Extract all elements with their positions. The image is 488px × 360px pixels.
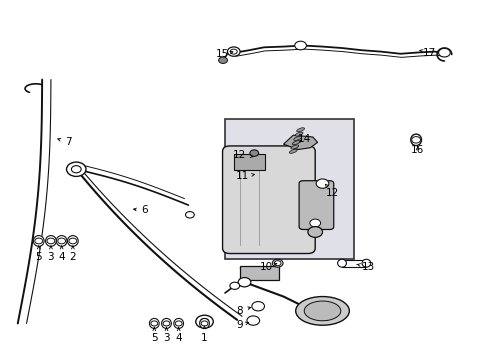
Circle shape bbox=[200, 319, 208, 325]
Circle shape bbox=[411, 136, 420, 143]
Text: 12: 12 bbox=[232, 150, 252, 160]
FancyBboxPatch shape bbox=[233, 154, 264, 170]
Text: 3: 3 bbox=[47, 246, 54, 262]
Circle shape bbox=[238, 278, 250, 287]
Text: 7: 7 bbox=[58, 138, 71, 147]
Ellipse shape bbox=[296, 128, 304, 132]
Circle shape bbox=[151, 321, 158, 326]
Circle shape bbox=[66, 162, 86, 176]
Text: 2: 2 bbox=[69, 246, 76, 262]
Ellipse shape bbox=[293, 136, 301, 140]
Circle shape bbox=[251, 302, 264, 311]
Ellipse shape bbox=[304, 301, 340, 321]
Circle shape bbox=[274, 261, 281, 266]
Text: 1: 1 bbox=[201, 326, 207, 343]
Text: 5: 5 bbox=[151, 327, 157, 343]
Text: 6: 6 bbox=[133, 206, 147, 216]
Text: 13: 13 bbox=[356, 262, 375, 272]
Circle shape bbox=[201, 321, 207, 326]
Circle shape bbox=[309, 219, 320, 227]
Ellipse shape bbox=[295, 132, 303, 136]
Circle shape bbox=[229, 282, 239, 289]
Text: 3: 3 bbox=[163, 327, 169, 343]
Ellipse shape bbox=[149, 319, 159, 328]
Text: 8: 8 bbox=[236, 306, 250, 316]
Ellipse shape bbox=[289, 149, 297, 153]
Circle shape bbox=[71, 166, 81, 173]
Circle shape bbox=[163, 321, 169, 326]
Text: 4: 4 bbox=[175, 327, 182, 343]
Circle shape bbox=[47, 238, 55, 244]
Circle shape bbox=[438, 48, 449, 57]
Ellipse shape bbox=[33, 235, 44, 246]
Text: 12: 12 bbox=[325, 184, 338, 198]
Circle shape bbox=[249, 150, 258, 156]
Ellipse shape bbox=[337, 259, 346, 267]
Ellipse shape bbox=[290, 145, 298, 149]
Ellipse shape bbox=[56, 235, 67, 246]
Text: 17: 17 bbox=[419, 48, 435, 58]
Ellipse shape bbox=[361, 259, 370, 267]
Text: 16: 16 bbox=[410, 144, 424, 154]
Ellipse shape bbox=[272, 259, 283, 267]
Circle shape bbox=[307, 226, 322, 237]
Circle shape bbox=[58, 238, 65, 244]
Ellipse shape bbox=[292, 141, 300, 145]
Text: 4: 4 bbox=[58, 246, 65, 262]
Ellipse shape bbox=[45, 235, 56, 246]
Circle shape bbox=[195, 315, 213, 328]
Ellipse shape bbox=[295, 297, 348, 325]
Text: 10: 10 bbox=[259, 262, 276, 272]
Circle shape bbox=[227, 47, 240, 56]
Circle shape bbox=[69, 238, 77, 244]
Text: 9: 9 bbox=[236, 320, 248, 330]
Polygon shape bbox=[283, 135, 317, 149]
Ellipse shape bbox=[173, 319, 183, 328]
FancyBboxPatch shape bbox=[299, 181, 333, 229]
Ellipse shape bbox=[410, 134, 421, 145]
Text: 14: 14 bbox=[297, 134, 310, 144]
Ellipse shape bbox=[199, 319, 209, 328]
Circle shape bbox=[175, 321, 182, 326]
Circle shape bbox=[294, 41, 306, 50]
Circle shape bbox=[230, 49, 237, 54]
Text: 11: 11 bbox=[235, 171, 254, 181]
FancyBboxPatch shape bbox=[222, 146, 315, 253]
Text: 15: 15 bbox=[216, 49, 232, 59]
Bar bbox=[341, 260, 366, 267]
Ellipse shape bbox=[67, 235, 78, 246]
Bar bbox=[224, 119, 353, 259]
Bar bbox=[239, 266, 278, 280]
Circle shape bbox=[218, 57, 227, 63]
Circle shape bbox=[246, 316, 259, 325]
Text: 5: 5 bbox=[35, 246, 42, 262]
Circle shape bbox=[35, 238, 42, 244]
Circle shape bbox=[316, 179, 328, 188]
Ellipse shape bbox=[161, 319, 171, 328]
Circle shape bbox=[185, 212, 194, 218]
